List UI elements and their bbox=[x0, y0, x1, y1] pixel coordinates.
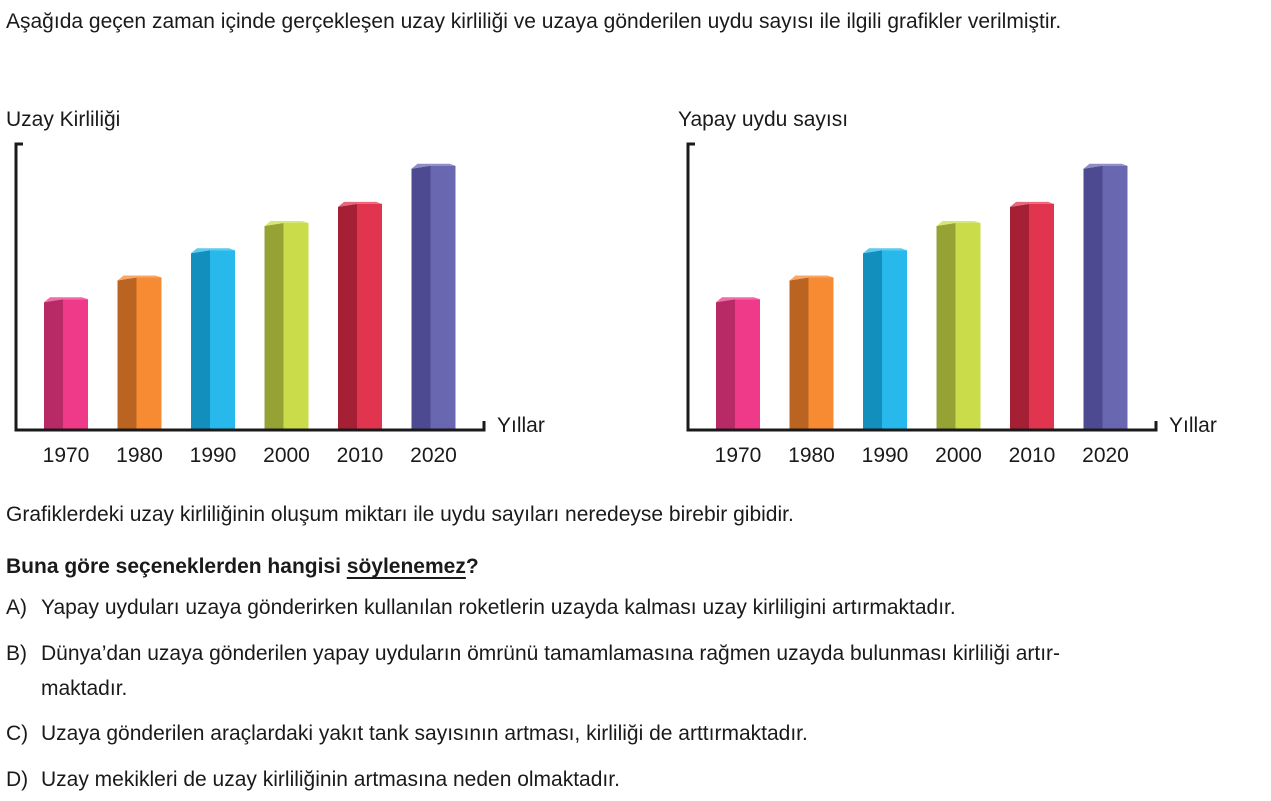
bar-2000 bbox=[264, 220, 309, 430]
bar-top-2010 bbox=[338, 201, 382, 207]
bar-side-2000 bbox=[936, 222, 956, 430]
bar-top-2000 bbox=[264, 220, 309, 226]
option-d-letter: D) bbox=[6, 768, 29, 791]
x-axis-label: Yıllar bbox=[497, 414, 545, 437]
bar-top-1980 bbox=[117, 275, 162, 281]
bar-top-2020 bbox=[411, 163, 456, 169]
bar-front-2020 bbox=[430, 165, 456, 430]
bar-front-1990 bbox=[210, 250, 235, 430]
x-tick-label: 1970 bbox=[715, 444, 762, 467]
x-tick-label: 1980 bbox=[116, 444, 163, 467]
question-emphasis: söylenemez bbox=[346, 555, 466, 578]
bar-top-1970 bbox=[44, 297, 88, 303]
option-a[interactable]: A) Yapay uyduları uzaya gönderirken kulla… bbox=[6, 595, 1262, 621]
x-axis-label: Yıllar bbox=[1169, 414, 1217, 437]
bar-side-2020 bbox=[1083, 165, 1103, 430]
question-suffix: ? bbox=[465, 555, 479, 578]
option-a-letter: A) bbox=[6, 596, 27, 619]
bar-2000 bbox=[936, 220, 981, 430]
bar-1980 bbox=[117, 275, 162, 430]
bar-2020 bbox=[411, 163, 456, 430]
bar-side-2020 bbox=[411, 165, 431, 430]
bar-side-1980 bbox=[789, 277, 809, 430]
space-pollution-chart: Uzay Kirliliği 1970 1980 1990 2000 2010 2020 Yı… bbox=[6, 108, 545, 467]
option-c-text: Uzaya gönderilen araçlardaki yakıt tank … bbox=[41, 722, 808, 745]
option-d[interactable]: D) Uzay mekikleri de uzay kirliliğinin ar… bbox=[6, 767, 1262, 793]
bar-front-1990 bbox=[882, 250, 907, 430]
bar-2020 bbox=[1083, 163, 1128, 430]
bar-1970 bbox=[44, 297, 88, 430]
bar-side-1980 bbox=[117, 277, 137, 430]
option-d-text: Uzay mekikleri de uzay kirliliğinin artm… bbox=[41, 768, 620, 791]
bar-top-1980 bbox=[789, 275, 834, 281]
x-tick-label: 2000 bbox=[935, 444, 982, 467]
x-tick-label: 1990 bbox=[862, 444, 909, 467]
bar-side-2000 bbox=[264, 222, 284, 430]
x-tick-label: 1980 bbox=[788, 444, 835, 467]
bar-front-2000 bbox=[955, 222, 981, 430]
bar-top-1970 bbox=[716, 297, 760, 303]
y-axis-label: Yapay uydu sayısı bbox=[678, 108, 848, 131]
bar-1990 bbox=[863, 248, 907, 430]
bar-1990 bbox=[191, 248, 235, 430]
bar-side-1990 bbox=[863, 250, 882, 430]
bar-2010 bbox=[338, 201, 382, 430]
bar-front-2010 bbox=[357, 203, 382, 430]
y-axis-label: Uzay Kirliliği bbox=[6, 108, 120, 131]
bar-top-2010 bbox=[1010, 201, 1054, 207]
option-b-text: Dünya’dan uzaya gönderilen yapay uydular… bbox=[41, 642, 1061, 665]
bar-front-2010 bbox=[1029, 203, 1054, 430]
bar-front-1980 bbox=[808, 277, 834, 430]
bar-side-2010 bbox=[1010, 203, 1029, 430]
option-b-letter: B) bbox=[6, 642, 27, 665]
bar-side-2010 bbox=[338, 203, 357, 430]
x-tick-label: 2010 bbox=[337, 444, 384, 467]
x-tick-label: 2010 bbox=[1009, 444, 1056, 467]
x-tick-label: 1990 bbox=[190, 444, 237, 467]
intro-text: Aşağıda geçen zaman içinde gerçekleşen u… bbox=[6, 10, 1062, 33]
note-text: Grafiklerdeki uzay kirliliğinin oluşum m… bbox=[6, 503, 794, 526]
option-a-text: Yapay uyduları uzaya gönderirken kullanı… bbox=[41, 596, 956, 619]
option-b-continuation: maktadır. bbox=[41, 677, 128, 700]
satellite-count-chart: Yapay uydu sayısı 1970 1980 1990 2000 2010 202… bbox=[678, 108, 1217, 467]
x-tick-label: 2000 bbox=[263, 444, 310, 467]
bar-front-1980 bbox=[136, 277, 162, 430]
bar-top-1990 bbox=[191, 248, 235, 254]
option-b[interactable]: B) Dünya’dan uzaya gönderilen yapay uydul… bbox=[6, 641, 1262, 667]
bar-top-2000 bbox=[936, 220, 981, 226]
chart-axes bbox=[686, 142, 1158, 432]
bar-1980 bbox=[789, 275, 834, 430]
bar-front-1970 bbox=[735, 299, 760, 430]
x-tick-label: 2020 bbox=[1082, 444, 1129, 467]
bar-2010 bbox=[1010, 201, 1054, 430]
bar-front-2000 bbox=[283, 222, 309, 430]
bar-side-1990 bbox=[191, 250, 210, 430]
bar-top-2020 bbox=[1083, 163, 1128, 169]
option-c[interactable]: C) Uzaya gönderilen araçlardaki yakıt tan… bbox=[6, 721, 1262, 747]
x-tick-label: 1970 bbox=[43, 444, 90, 467]
bar-top-1990 bbox=[863, 248, 907, 254]
bar-front-2020 bbox=[1102, 165, 1128, 430]
chart-axes bbox=[14, 142, 486, 432]
question-text: Buna göre seçeneklerden hangisi söylenem… bbox=[6, 554, 479, 580]
bar-side-1970 bbox=[44, 299, 63, 430]
x-tick-label: 2020 bbox=[410, 444, 457, 467]
option-c-letter: C) bbox=[6, 722, 29, 745]
bar-side-1970 bbox=[716, 299, 735, 430]
question-prefix: Buna göre seçeneklerden hangisi bbox=[6, 555, 347, 578]
bar-1970 bbox=[716, 297, 760, 430]
bar-front-1970 bbox=[63, 299, 88, 430]
